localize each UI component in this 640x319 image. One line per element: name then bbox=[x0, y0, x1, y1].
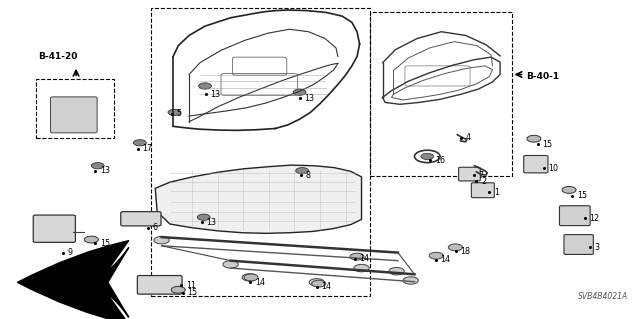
Circle shape bbox=[134, 140, 147, 146]
Circle shape bbox=[198, 83, 211, 89]
Text: 13: 13 bbox=[210, 90, 220, 99]
FancyBboxPatch shape bbox=[524, 155, 548, 173]
Text: 2: 2 bbox=[481, 177, 486, 186]
Text: 14: 14 bbox=[255, 278, 265, 287]
Circle shape bbox=[527, 135, 541, 142]
Text: 14: 14 bbox=[360, 254, 369, 263]
Text: SVB4B4021A: SVB4B4021A bbox=[577, 292, 628, 301]
Text: 15: 15 bbox=[577, 191, 587, 200]
Text: 15: 15 bbox=[187, 288, 197, 297]
Text: 8: 8 bbox=[306, 171, 311, 180]
Circle shape bbox=[309, 278, 324, 286]
Polygon shape bbox=[156, 165, 362, 234]
FancyBboxPatch shape bbox=[33, 215, 76, 242]
Text: 13: 13 bbox=[100, 166, 109, 175]
FancyBboxPatch shape bbox=[121, 211, 161, 226]
Circle shape bbox=[223, 261, 238, 268]
Circle shape bbox=[449, 244, 463, 251]
Circle shape bbox=[389, 267, 404, 275]
FancyBboxPatch shape bbox=[564, 234, 593, 255]
Circle shape bbox=[403, 277, 419, 284]
Circle shape bbox=[244, 274, 258, 281]
Text: 17: 17 bbox=[143, 145, 152, 153]
Circle shape bbox=[172, 286, 185, 293]
Text: 11: 11 bbox=[186, 281, 196, 290]
Text: 6: 6 bbox=[153, 223, 157, 232]
Text: 18: 18 bbox=[461, 247, 470, 256]
FancyBboxPatch shape bbox=[51, 97, 97, 133]
Circle shape bbox=[296, 167, 308, 174]
Circle shape bbox=[197, 214, 210, 220]
FancyBboxPatch shape bbox=[471, 183, 494, 198]
Text: B-41-20: B-41-20 bbox=[38, 52, 77, 61]
Text: 1: 1 bbox=[493, 188, 499, 197]
Circle shape bbox=[562, 187, 576, 193]
Circle shape bbox=[168, 109, 180, 115]
Text: 15: 15 bbox=[542, 139, 552, 149]
Text: 16: 16 bbox=[435, 156, 445, 165]
FancyBboxPatch shape bbox=[459, 167, 480, 181]
Circle shape bbox=[354, 264, 369, 272]
Text: FR.: FR. bbox=[44, 270, 63, 280]
Text: 14: 14 bbox=[321, 282, 332, 291]
Text: 5: 5 bbox=[176, 109, 181, 118]
Text: 3: 3 bbox=[595, 243, 600, 252]
FancyBboxPatch shape bbox=[138, 276, 182, 294]
Circle shape bbox=[154, 236, 170, 244]
Text: B-40-1: B-40-1 bbox=[525, 72, 559, 81]
Text: 12: 12 bbox=[589, 214, 600, 223]
Text: 14: 14 bbox=[440, 255, 450, 264]
Text: 4: 4 bbox=[466, 133, 470, 142]
Text: 7: 7 bbox=[478, 171, 483, 180]
Circle shape bbox=[84, 236, 99, 243]
Text: 13: 13 bbox=[206, 218, 216, 227]
Circle shape bbox=[429, 252, 444, 259]
Circle shape bbox=[421, 153, 434, 160]
Text: 15: 15 bbox=[100, 239, 110, 248]
FancyBboxPatch shape bbox=[559, 206, 590, 226]
Text: 9: 9 bbox=[68, 248, 73, 257]
Circle shape bbox=[350, 253, 364, 260]
Text: 13: 13 bbox=[304, 94, 314, 103]
Text: 10: 10 bbox=[548, 164, 559, 173]
Circle shape bbox=[92, 163, 104, 169]
Circle shape bbox=[242, 274, 257, 281]
Circle shape bbox=[312, 280, 326, 287]
Circle shape bbox=[293, 89, 306, 95]
